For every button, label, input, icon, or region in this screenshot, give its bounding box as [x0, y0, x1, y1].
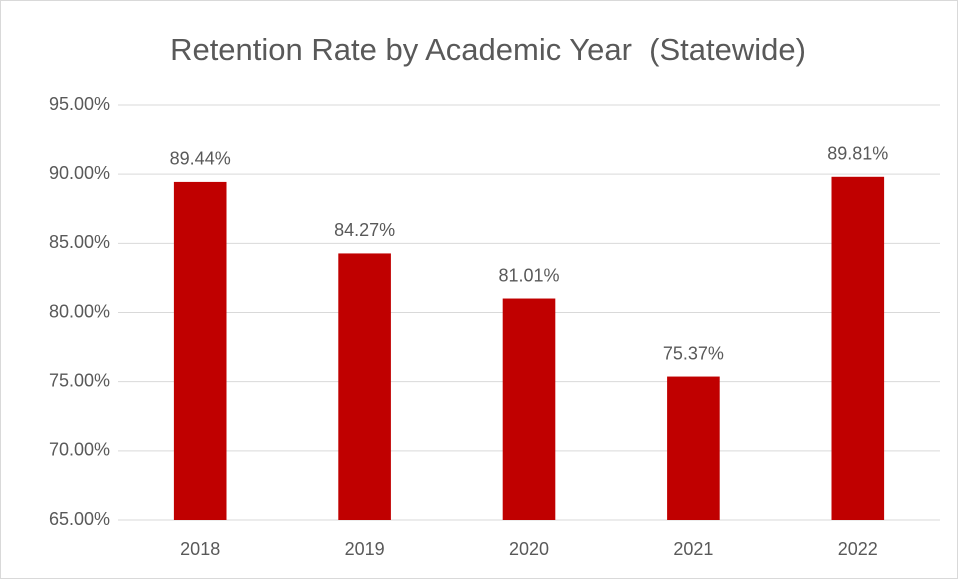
data-label: 81.01% — [498, 265, 559, 285]
y-tick-label: 80.00% — [49, 301, 110, 321]
y-tick-label: 95.00% — [49, 94, 110, 114]
x-tick-label: 2018 — [180, 539, 220, 559]
x-tick-label: 2020 — [509, 539, 549, 559]
data-label: 89.81% — [827, 144, 888, 164]
y-tick-label: 70.00% — [49, 440, 110, 460]
bar — [173, 181, 227, 520]
y-tick-label: 85.00% — [49, 232, 110, 252]
bar — [502, 298, 556, 520]
bar — [338, 253, 391, 520]
y-tick-label: 75.00% — [49, 370, 110, 390]
data-label: 84.27% — [334, 220, 395, 240]
y-tick-label: 90.00% — [49, 163, 110, 183]
x-tick-label: 2019 — [345, 539, 385, 559]
data-label: 75.37% — [663, 343, 724, 363]
bar — [667, 376, 720, 520]
bar — [831, 176, 885, 521]
data-label: 89.44% — [170, 149, 231, 169]
x-tick-label: 2022 — [838, 539, 878, 559]
y-tick-label: 65.00% — [49, 509, 110, 529]
chart-title: Retention Rate by Academic Year (Statewi… — [170, 32, 806, 67]
x-tick-label: 2021 — [673, 539, 713, 559]
